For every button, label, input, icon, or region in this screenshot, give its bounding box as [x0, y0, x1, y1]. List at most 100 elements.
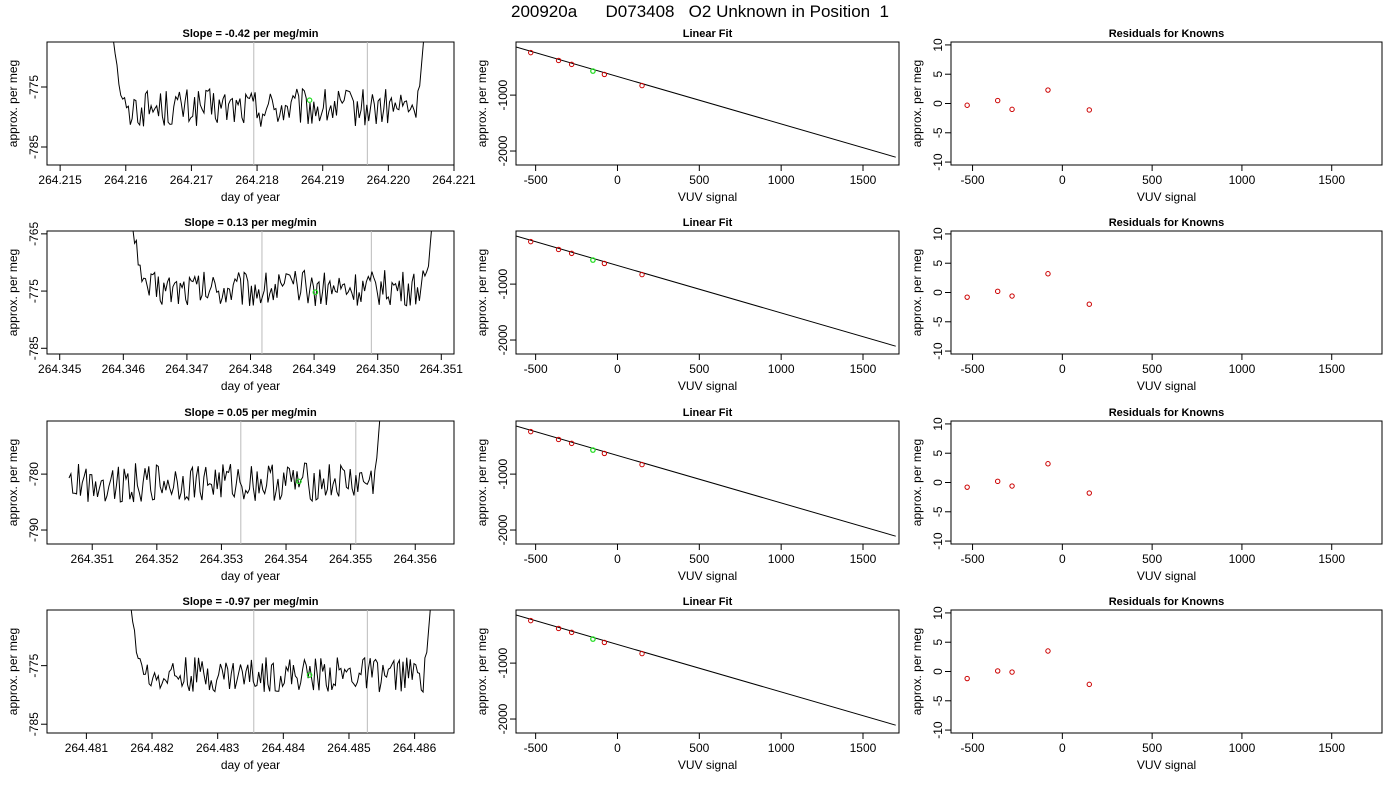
plot-frame	[515, 41, 900, 166]
x-tick-label: 1500	[1318, 552, 1345, 566]
panel-title: Slope = 0.13 per meg/min	[184, 217, 317, 229]
panel-title: Linear Fit	[683, 407, 733, 419]
x-axis-label: VUV signal	[678, 569, 737, 583]
residual-point	[994, 478, 1001, 485]
known-point	[568, 61, 575, 68]
residual-point	[964, 294, 970, 300]
known-point	[639, 82, 645, 89]
x-tick-label: 1500	[850, 173, 877, 187]
x-axis-label: VUV signal	[678, 190, 737, 204]
y-tick-label: -775	[27, 279, 41, 303]
y-tick-label: -2000	[496, 703, 510, 734]
x-tick-label: 264.345	[38, 362, 82, 376]
plot-frame	[515, 609, 900, 734]
x-axis-label: VUV signal	[1137, 569, 1196, 583]
y-tick-label: -1000	[496, 79, 510, 110]
x-tick-label: 1500	[1318, 173, 1345, 187]
residual-point	[964, 102, 970, 108]
y-tick-label: 10	[931, 38, 945, 52]
y-tick-label: -10	[931, 721, 945, 739]
y-axis-label: approx. per meg	[6, 628, 20, 715]
y-tick-label: 0	[931, 100, 945, 107]
x-axis-label: VUV signal	[1137, 758, 1196, 772]
y-tick-label: 0	[931, 668, 945, 675]
panel-title: Residuals for Knowns	[1109, 407, 1225, 419]
known-point	[528, 428, 534, 435]
residual-point	[1009, 483, 1015, 489]
x-tick-label: -500	[524, 362, 548, 376]
x-tick-label: 0	[1059, 362, 1066, 376]
chart-panel: Slope = -0.97 per meg/min 264.481 264.482 2…	[6, 596, 455, 772]
panel-title: Linear Fit	[683, 28, 733, 40]
x-tick-label: 500	[689, 741, 709, 755]
x-tick-label: -500	[961, 362, 985, 376]
y-tick-label: 5	[931, 639, 945, 646]
residual-point	[1045, 461, 1051, 467]
x-tick-label: 0	[1059, 741, 1066, 755]
x-tick-label: 1500	[1318, 741, 1345, 755]
known-point	[601, 71, 608, 78]
chart-panel: Residuals for Knowns -500 0 500 1000 1500 10 5 0…	[910, 28, 1383, 204]
panel-title: Residuals for Knowns	[1109, 28, 1225, 40]
x-tick-label: 500	[1142, 741, 1162, 755]
x-tick-label: 264.354	[264, 552, 308, 566]
x-tick-label: 264.219	[301, 173, 345, 187]
y-tick-label: -10	[931, 342, 945, 360]
x-tick-label: -500	[524, 173, 548, 187]
plot-frame	[46, 41, 455, 166]
x-tick-label: 264.483	[196, 741, 240, 755]
chart-panel: Slope = 0.05 per meg/min 264.351 264.352 26…	[6, 407, 455, 583]
y-tick-label: 10	[931, 227, 945, 241]
x-tick-label: 1500	[850, 741, 877, 755]
x-tick-label: -500	[524, 741, 548, 755]
y-axis-label: approx. per meg	[6, 249, 20, 336]
x-tick-label: 500	[1142, 552, 1162, 566]
known-point	[601, 639, 608, 646]
x-tick-label: 1000	[1229, 173, 1256, 187]
y-axis-label: approx. per meg	[475, 249, 489, 336]
residual-point	[1009, 106, 1015, 113]
chart-panel: Linear Fit -500 0 500 1000 1500 -1000 -2000 VUV …	[475, 407, 900, 583]
data-layer	[964, 271, 1092, 307]
panel-title: Linear Fit	[683, 217, 733, 229]
x-tick-label: -500	[524, 552, 548, 566]
x-tick-label: 264.215	[38, 173, 82, 187]
x-tick-label: 1000	[1229, 362, 1256, 376]
x-tick-label: 264.355	[329, 552, 373, 566]
plot-frame	[950, 420, 1383, 545]
y-tick-label: -2000	[496, 135, 510, 166]
x-tick-label: 264.356	[394, 552, 438, 566]
residual-point	[1086, 301, 1092, 307]
panel-title: Slope = 0.05 per meg/min	[184, 407, 317, 419]
plot-frame	[950, 609, 1383, 734]
y-tick-label: -780	[27, 462, 41, 486]
x-tick-label: 264.347	[165, 362, 209, 376]
y-tick-label: -1000	[496, 647, 510, 678]
x-tick-label: 264.216	[104, 173, 148, 187]
y-axis-label: approx. per meg	[6, 439, 20, 526]
unknown-marker	[306, 672, 313, 678]
chart-panel: Residuals for Knowns -500 0 500 1000 1500 10 5 0…	[910, 217, 1383, 393]
y-tick-label: -785	[27, 712, 41, 736]
x-axis-label: VUV signal	[1137, 190, 1196, 204]
data-layer	[113, 42, 424, 165]
residual-point	[1086, 681, 1092, 688]
panel-title: Residuals for Knowns	[1109, 596, 1225, 608]
data-layer	[516, 46, 896, 158]
x-tick-label: 264.482	[130, 741, 174, 755]
x-tick-label: 1000	[768, 173, 795, 187]
chart-panel: Slope = 0.13 per meg/min 264.345 264.346 26…	[6, 217, 463, 393]
y-tick-label: 5	[931, 260, 945, 267]
chart-panel: Linear Fit -500 0 500 1000 1500 -1000 -2000 VUV …	[475, 28, 900, 204]
x-axis-label: day of year	[221, 569, 280, 583]
y-tick-label: -765	[27, 222, 41, 246]
x-tick-label: 0	[614, 552, 621, 566]
unknown-point	[590, 636, 596, 642]
unknown-point	[590, 447, 596, 453]
fit-line	[516, 614, 896, 726]
x-tick-label: 264.218	[235, 173, 279, 187]
y-tick-label: -5	[931, 316, 945, 327]
x-tick-label: 264.486	[393, 741, 437, 755]
panel-title: Slope = -0.97 per meg/min	[182, 596, 318, 608]
y-tick-label: -775	[27, 653, 41, 677]
